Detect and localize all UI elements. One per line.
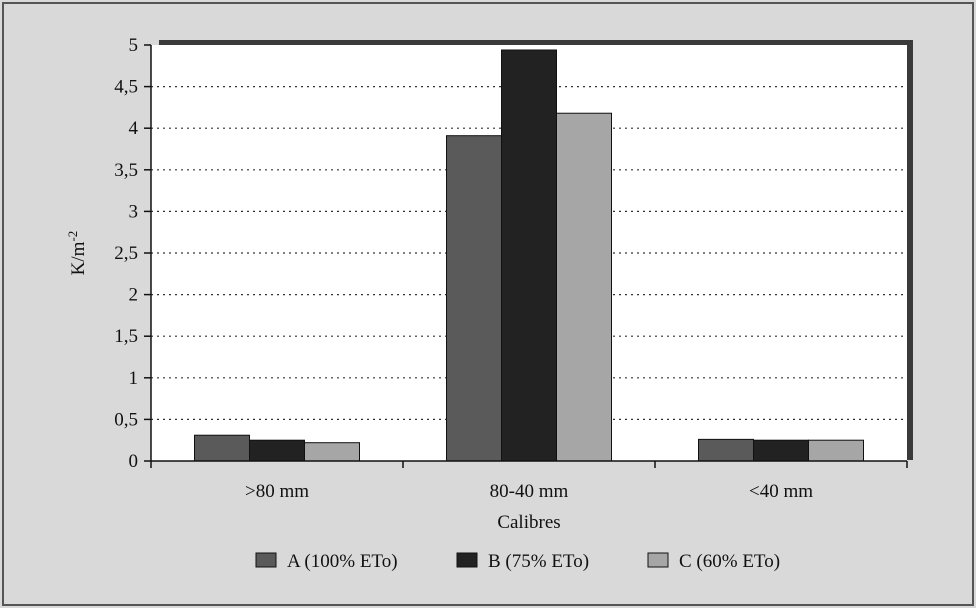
x-axis-title: Calibres (497, 512, 560, 533)
bar (698, 438, 754, 462)
y-tick-label: 4,5 (114, 77, 138, 98)
bar (753, 439, 809, 462)
legend-label: C (60% ETo) (679, 551, 780, 572)
x-tick-label: 80-40 mm (490, 481, 569, 502)
y-tick-label: 2 (129, 285, 139, 306)
x-ticks: >80 mm 80-40 mm <40 mm (150, 461, 908, 502)
y-tick-label: 0 (129, 451, 139, 472)
y-tick-label: 3 (129, 201, 139, 222)
legend-swatch (255, 552, 277, 568)
legend: A (100% ETo) B (75% ETo) C (60% ETo) (255, 551, 780, 572)
y-tick-label: 3,5 (114, 160, 138, 181)
bar (194, 434, 250, 462)
y-tick-label: 2,5 (114, 243, 138, 264)
y-ticks: 0 0,5 1 1,5 2 2,5 3 3,5 4 4,5 5 (114, 35, 151, 472)
x-tick-label: <40 mm (749, 481, 813, 502)
bar (808, 439, 864, 462)
bar (446, 135, 502, 462)
bar (501, 49, 557, 462)
legend-label: B (75% ETo) (488, 551, 589, 572)
y-tick-label: 1 (129, 368, 139, 389)
x-tick-label: >80 mm (245, 481, 309, 502)
legend-swatch (647, 552, 669, 568)
legend-swatch (456, 552, 478, 568)
bar (304, 442, 360, 462)
bar (556, 112, 612, 462)
bars (194, 49, 864, 462)
legend-label: A (100% ETo) (287, 551, 398, 572)
y-tick-label: 4 (129, 118, 139, 139)
y-tick-label: 1,5 (114, 326, 138, 347)
bar (249, 439, 305, 462)
y-axis-title: K/m-2 (65, 231, 89, 276)
y-tick-label: 0,5 (114, 409, 138, 430)
y-tick-label: 5 (129, 35, 139, 56)
